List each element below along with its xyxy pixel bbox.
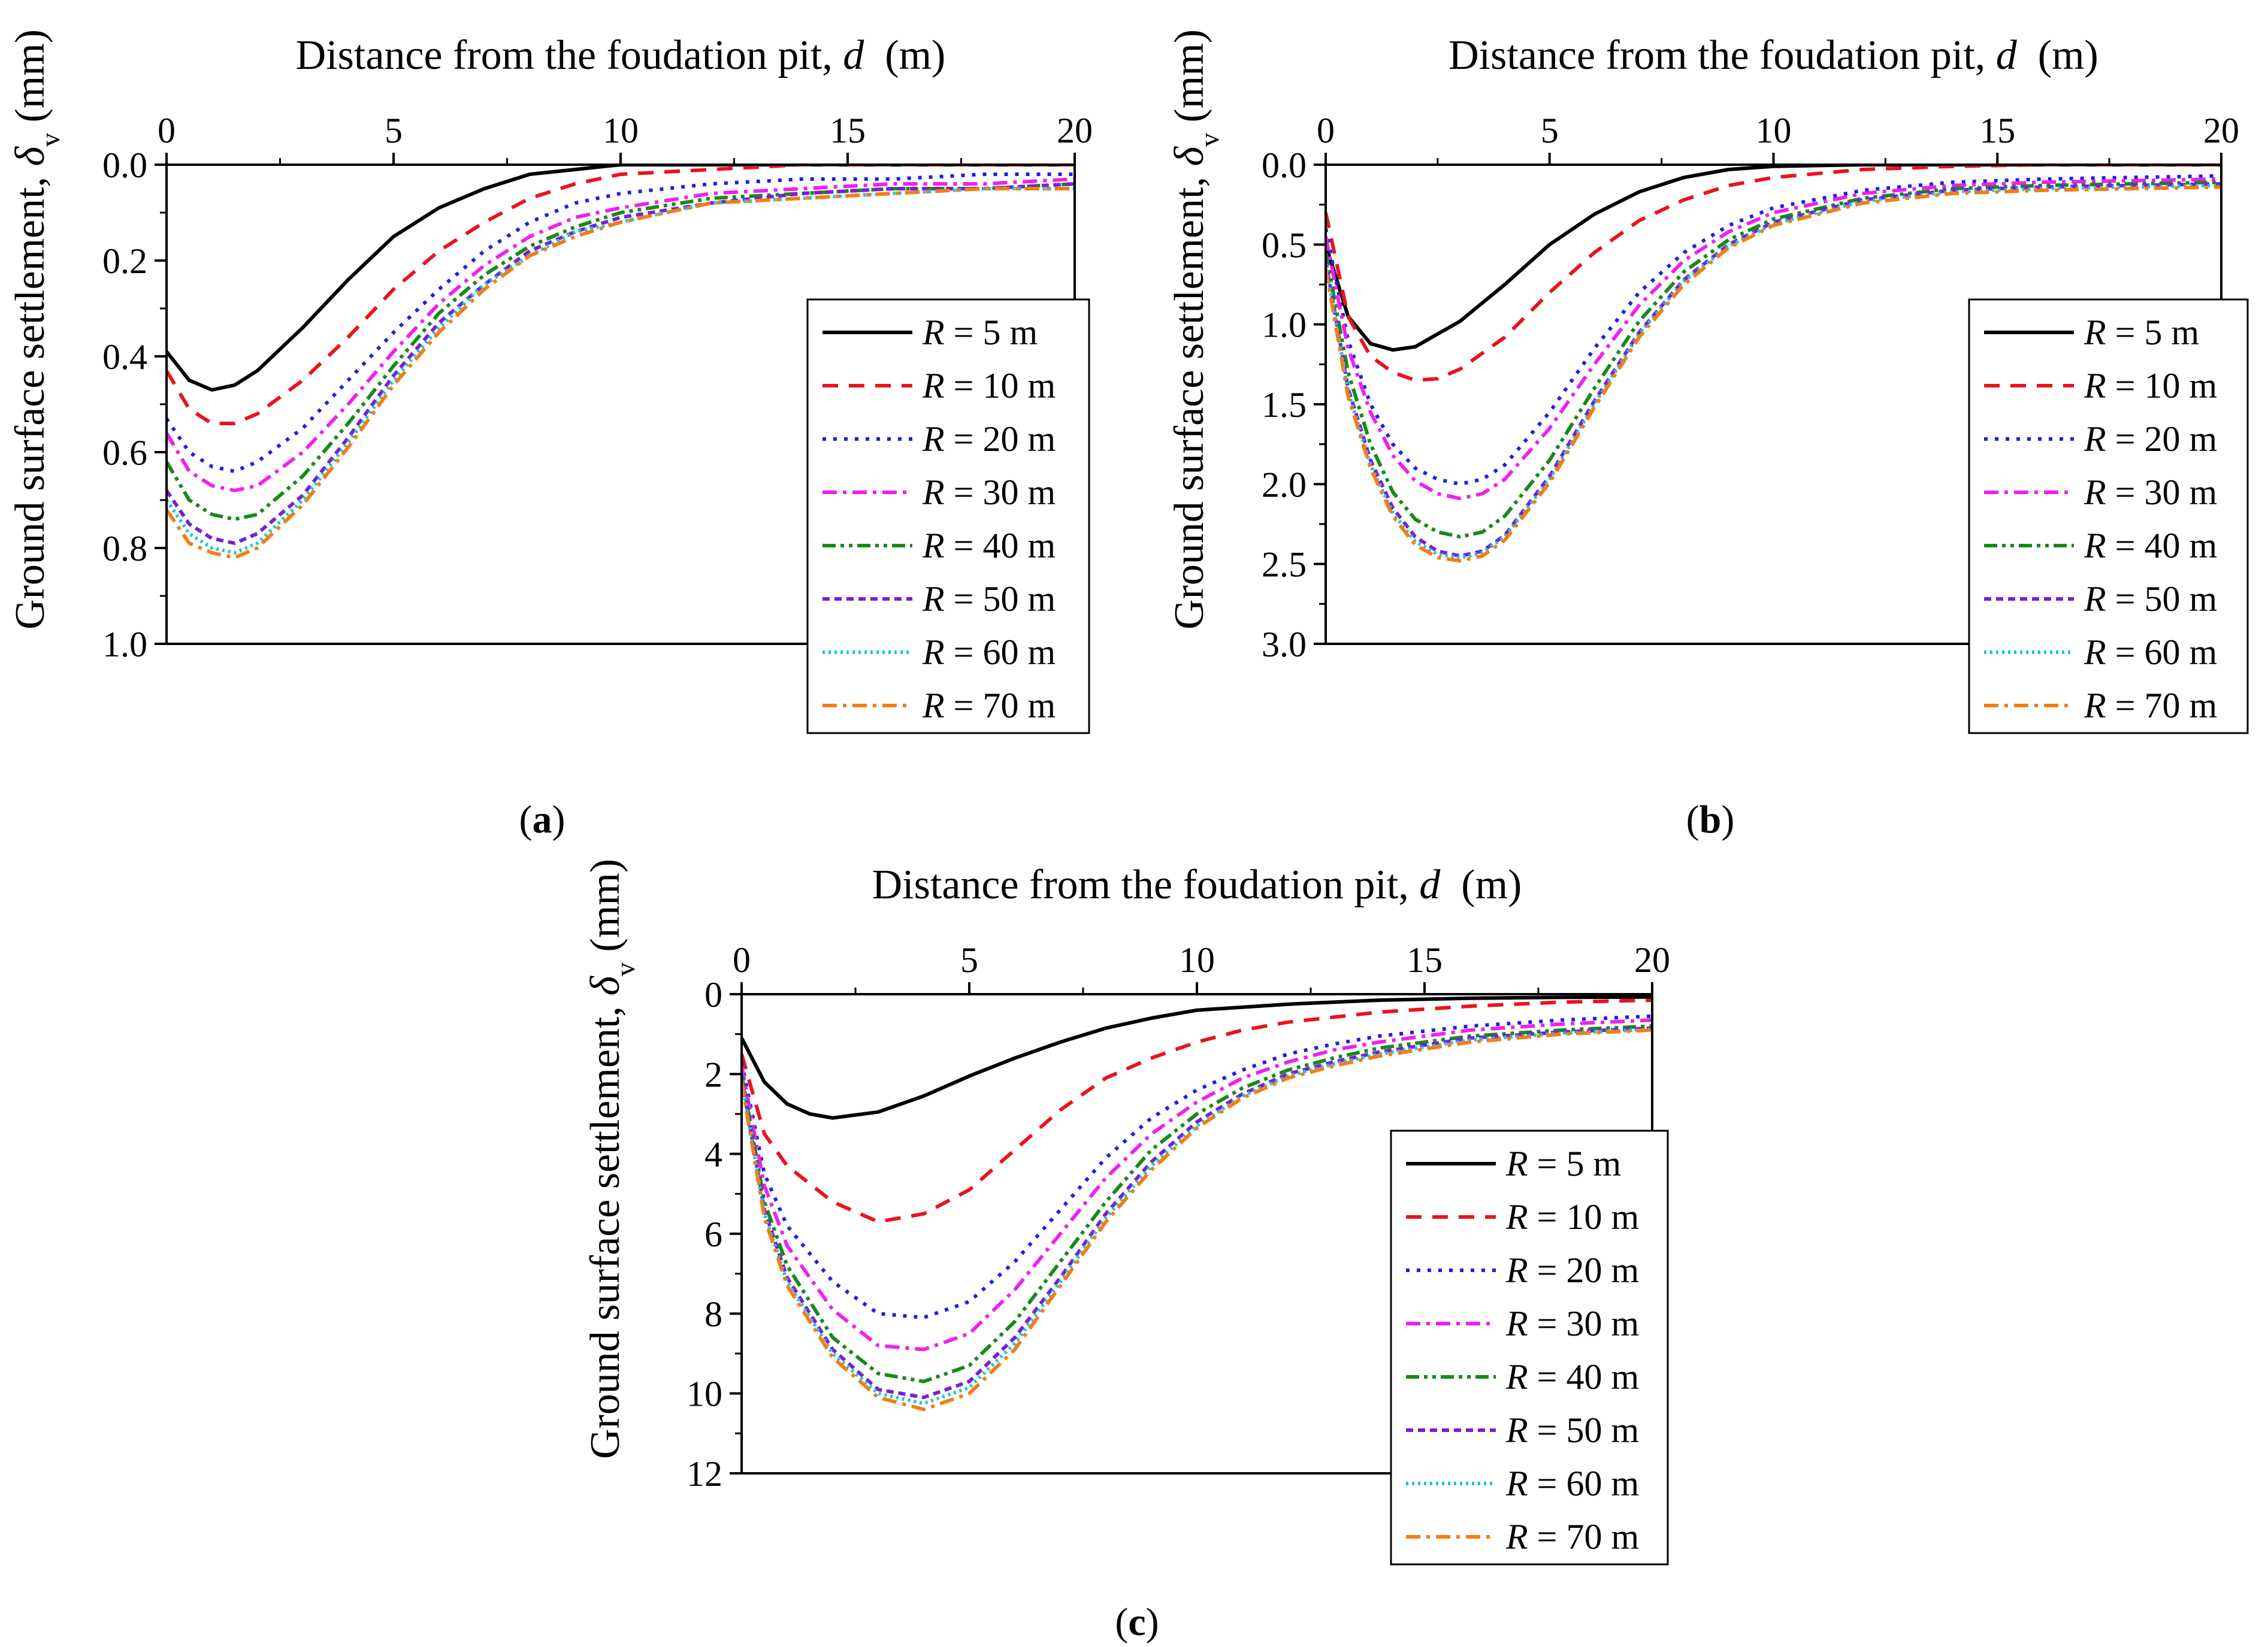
y-axis-title: Ground surface settlement, δv (mm) — [7, 29, 65, 629]
series-line-R50 — [1326, 182, 2221, 558]
y-tick-label: 1.0 — [102, 625, 147, 664]
legend-label-R30: R = 30 m — [922, 473, 1056, 512]
y-tick-label: 12 — [687, 1454, 722, 1494]
y-tick-label: 0.6 — [102, 433, 147, 473]
series-line-R40 — [1326, 180, 2221, 539]
series-line-R30 — [167, 177, 1075, 492]
series-line-R40 — [742, 1024, 1652, 1383]
legend-label-R70: R = 70 m — [1505, 1517, 1639, 1557]
legend-label-R40: R = 40 m — [1505, 1357, 1639, 1397]
legend-label-R20: R = 20 m — [922, 419, 1056, 459]
y-tick-label: 0.0 — [102, 146, 147, 185]
panel-label-b: (b) — [1686, 798, 1735, 841]
legend-label-R20: R = 20 m — [2083, 419, 2217, 459]
series-line-R10 — [1326, 165, 2221, 382]
series-line-R70 — [167, 187, 1075, 559]
y-tick-label: 0 — [704, 975, 722, 1015]
y-tick-label: 1.0 — [1262, 305, 1307, 345]
y-tick-label: 2 — [704, 1055, 722, 1094]
y-tick-label: 2.5 — [1262, 545, 1307, 585]
legend-label-R40: R = 40 m — [2083, 526, 2217, 565]
legend: R = 5 m R = 10 m R = 20 m R = 30 m R = 40 m R… — [1968, 298, 2249, 734]
x-tick-label: 5 — [960, 940, 978, 980]
series-line-R40 — [167, 182, 1075, 521]
chart-panel-a: 0 5 10 15 20 0.0 0.2 0.4 0.6 0.8 1.0 Distance from … — [7, 29, 1093, 734]
y-tick-label: 0.4 — [102, 337, 147, 377]
x-tick-label: 5 — [1541, 111, 1559, 150]
y-tick-label: 10 — [687, 1374, 722, 1414]
y-tick-label: 0.5 — [1262, 225, 1307, 265]
x-tick-label: 10 — [1179, 940, 1215, 980]
legend-box — [1968, 298, 2249, 734]
legend-label-R30: R = 30 m — [2083, 473, 2217, 512]
legend-label-R10: R = 10 m — [2083, 366, 2217, 405]
legend-label-R60: R = 60 m — [1505, 1464, 1639, 1503]
panel-label-a: (a) — [519, 798, 566, 841]
x-tick-label: 15 — [1979, 111, 2015, 150]
x-tick-label: 0 — [1317, 111, 1335, 150]
series-line-R20 — [1326, 174, 2221, 486]
x-axis-title: Distance from the foudation pit, d (m) — [872, 862, 1522, 908]
legend-label-R30: R = 30 m — [1505, 1304, 1639, 1343]
x-tick-label: 10 — [603, 111, 639, 150]
legend-box — [806, 298, 1090, 734]
legend-label-R50: R = 50 m — [1505, 1410, 1639, 1450]
x-tick-label: 20 — [1634, 940, 1670, 980]
x-axis-title: Distance from the foudation pit, d (m) — [296, 32, 946, 78]
legend-label-R60: R = 60 m — [922, 632, 1056, 672]
y-tick-label: 8 — [704, 1294, 722, 1334]
legend-label-R40: R = 40 m — [922, 526, 1056, 565]
series-line-R50 — [742, 1026, 1652, 1400]
legend-label-R50: R = 50 m — [922, 579, 1056, 619]
series-line-R50 — [167, 182, 1075, 545]
legend-label-R5: R = 5 m — [1505, 1144, 1621, 1183]
y-tick-label: 3.0 — [1262, 625, 1307, 664]
y-tick-label: 0.8 — [102, 529, 147, 568]
legend-box — [1390, 1130, 1669, 1566]
series-line-R60 — [742, 1027, 1652, 1406]
legend-label-R10: R = 10 m — [922, 366, 1056, 405]
y-tick-label: 0.0 — [1262, 146, 1307, 185]
series-line-R10 — [742, 998, 1652, 1224]
chart-panel-b: 0 5 10 15 20 0.0 0.5 1.0 1.5 2.0 2.5 3.0 Distance fr… — [1166, 29, 2249, 734]
y-tick-label: 6 — [704, 1215, 722, 1254]
legend: R = 5 m R = 10 m R = 20 m R = 30 m R = 40 m R… — [1390, 1130, 1669, 1566]
legend-label-R50: R = 50 m — [2083, 579, 2217, 619]
y-axis-title: Ground surface settlement, δv (mm) — [1166, 29, 1224, 629]
series-line-R70 — [1326, 185, 2221, 563]
y-tick-label: 0.2 — [102, 241, 147, 281]
legend-label-R70: R = 70 m — [922, 686, 1056, 725]
panel-label-c: (c) — [1115, 1600, 1159, 1644]
series-line-R10 — [167, 165, 1075, 425]
chart-panel-c: 0 5 10 15 20 0 2 4 6 8 10 12 Distance from the fouda… — [582, 859, 1670, 1566]
series-line-R30 — [742, 1018, 1652, 1352]
y-tick-label: 4 — [704, 1135, 722, 1174]
x-tick-label: 0 — [158, 111, 176, 150]
x-tick-label: 15 — [830, 111, 866, 150]
legend-label-R20: R = 20 m — [1505, 1251, 1639, 1290]
y-tick-label: 2.0 — [1262, 465, 1307, 504]
x-tick-label: 0 — [733, 940, 751, 980]
legend: R = 5 m R = 10 m R = 20 m R = 30 m R = 40 m R… — [806, 298, 1090, 734]
series-line-R5 — [742, 995, 1652, 1120]
y-axis-title: Ground surface settlement, δv (mm) — [582, 859, 640, 1459]
x-tick-label: 20 — [1057, 111, 1093, 150]
legend-label-R5: R = 5 m — [2083, 313, 2199, 352]
x-axis-title: Distance from the foudation pit, d (m) — [1449, 32, 2098, 78]
legend-label-R70: R = 70 m — [2083, 686, 2217, 725]
series-line-R5 — [167, 165, 1075, 392]
series-line-R20 — [742, 1014, 1652, 1319]
legend-label-R10: R = 10 m — [1505, 1197, 1639, 1237]
legend-label-R60: R = 60 m — [2083, 632, 2217, 672]
series-line-R20 — [167, 172, 1075, 473]
legend-label-R5: R = 5 m — [922, 313, 1038, 352]
x-tick-label: 15 — [1407, 940, 1443, 980]
x-tick-label: 20 — [2203, 111, 2239, 150]
x-tick-label: 5 — [385, 111, 403, 150]
series-line-R5 — [1326, 165, 2221, 352]
x-tick-label: 10 — [1756, 111, 1792, 150]
y-tick-label: 1.5 — [1262, 385, 1307, 425]
series-line-R70 — [742, 1028, 1652, 1412]
